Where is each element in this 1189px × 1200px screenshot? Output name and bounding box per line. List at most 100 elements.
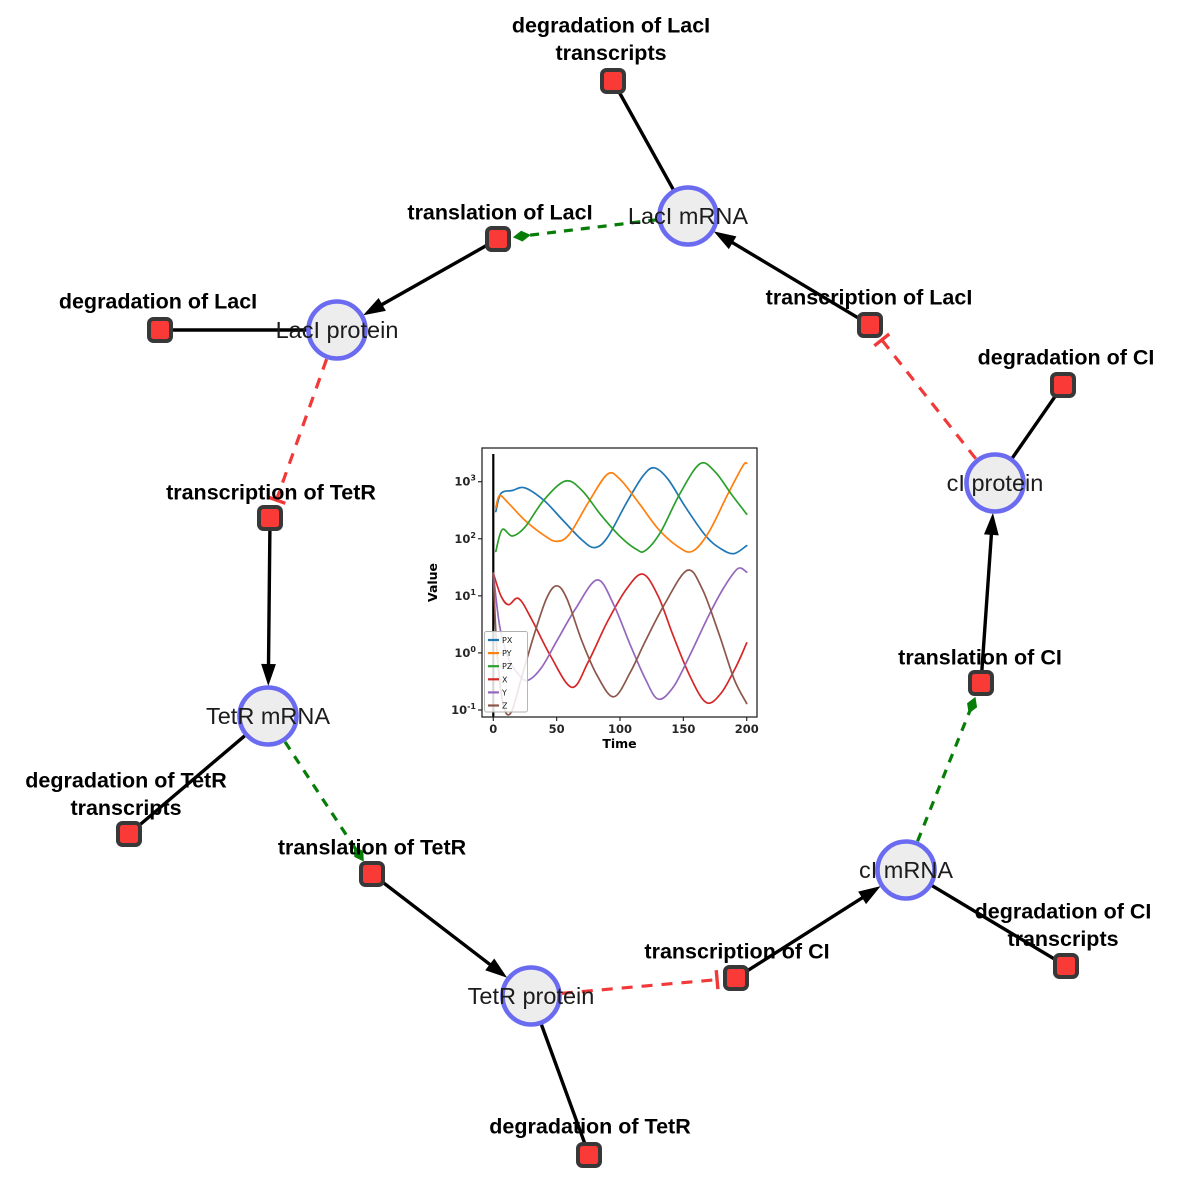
- inhibition-tbar-icon: [873, 332, 891, 348]
- edge-tetr_protein-tx_ci-line: [561, 978, 718, 995]
- series-curve-Z: [492, 569, 748, 716]
- reaction-node-deg_laci_tx[interactable]: [600, 68, 626, 94]
- reaction-node-deg_laci[interactable]: [147, 317, 173, 343]
- nodes-layer: [116, 68, 1079, 1168]
- edge-tx_ci-ci_mrna-line: [744, 891, 871, 974]
- reaction-label-tx_ci-line1: transcription of CI: [644, 940, 829, 964]
- species-label-laci_mrna: LacI mRNA: [628, 203, 748, 229]
- species-label-ci_mrna: cI mRNA: [859, 857, 953, 883]
- y-tick-label: 100: [454, 645, 476, 660]
- arrowhead-icon: [983, 512, 999, 536]
- diamond-arrowhead-icon: [353, 846, 364, 862]
- reaction-node-deg_tetr[interactable]: [576, 1142, 602, 1168]
- series-curve-X: [492, 572, 748, 705]
- series-curve-PY: [494, 461, 748, 553]
- legend-label-PZ: PZ: [502, 662, 513, 671]
- edge-laci_mrna-deg_laci_tx: [616, 89, 676, 192]
- species-node-laci_protein[interactable]: [306, 299, 368, 361]
- species-node-ci_protein[interactable]: [964, 452, 1026, 514]
- edge-tetr_mrna-transl_tetr: [283, 741, 364, 862]
- legend-label-Z: Z: [502, 702, 508, 711]
- reaction-label-deg_ci_tx-line1: degradation of CI: [975, 900, 1152, 924]
- reaction-node-deg_tetr_tx[interactable]: [116, 821, 142, 847]
- arrowhead-icon: [261, 663, 276, 687]
- edge-ci_protein-deg_ci-line: [1010, 393, 1059, 461]
- reaction-node-tx_ci[interactable]: [723, 965, 749, 991]
- edge-tetr_mrna-deg_tetr_tx-line: [136, 733, 247, 829]
- edge-laci_mrna-deg_laci_tx-line: [616, 89, 676, 192]
- plot-frame: [481, 447, 758, 718]
- arrowhead-icon: [858, 886, 881, 905]
- edge-tx_tetr-tetr_mrna: [261, 528, 276, 687]
- edge-tetr_protein-deg_tetr-line: [539, 1022, 587, 1146]
- edge-transl_ci-ci_protein-line: [980, 525, 994, 673]
- reaction-node-deg_ci_tx[interactable]: [1053, 953, 1079, 979]
- edge-laci_mrna-transl_laci: [512, 218, 658, 242]
- x-tick-label: 150: [671, 722, 695, 736]
- reaction-node-transl_laci[interactable]: [485, 226, 511, 252]
- reaction-label-deg_laci-line1: degradation of LacI: [59, 290, 257, 314]
- edge-ci_mrna-transl_ci: [916, 696, 978, 842]
- x-tick-label: 100: [608, 722, 632, 736]
- edges-layer: [136, 89, 1059, 1146]
- species-node-laci_mrna[interactable]: [657, 185, 719, 247]
- edge-tetr_mrna-transl_tetr-line: [283, 741, 357, 850]
- legend-label-PY: PY: [502, 649, 512, 658]
- reaction-label-deg_ci_tx-line2: transcripts: [1007, 927, 1118, 951]
- edge-tx_tetr-tetr_mrna-line: [266, 528, 272, 674]
- reaction-label-transl_tetr-line1: translation of TetR: [278, 836, 467, 860]
- legend-label-X: X: [502, 675, 508, 684]
- species-node-ci_mrna[interactable]: [875, 839, 937, 901]
- y-axis-label: Value: [425, 563, 440, 602]
- edge-ci_protein-tx_laci: [873, 332, 978, 460]
- reaction-label-tx_laci-line1: transcription of LacI: [766, 286, 973, 310]
- reaction-node-tx_tetr[interactable]: [257, 505, 283, 531]
- x-tick-label: 50: [549, 722, 565, 736]
- edge-transl_laci-laci_protein: [363, 242, 490, 316]
- edge-tx_laci-laci_mrna-line: [724, 236, 862, 321]
- reaction-label-deg_tetr_tx-line2: transcripts: [70, 796, 181, 820]
- series-curve-PZ: [494, 461, 748, 553]
- edge-transl_tetr-tetr_protein-line: [379, 879, 498, 972]
- edge-laci_mrna-transl_laci-line: [527, 218, 658, 237]
- species-label-laci_protein: LacI protein: [276, 317, 399, 343]
- edge-laci_protein-tx_tetr-line: [274, 358, 329, 501]
- y-tick-label: 101: [454, 588, 476, 603]
- inhibition-tbar-icon: [266, 495, 286, 505]
- y-tick-label: 103: [454, 474, 476, 489]
- diamond-arrowhead-icon: [512, 230, 531, 242]
- inhibition-tbar-icon: [714, 970, 720, 990]
- edge-transl_laci-laci_protein-line: [373, 242, 490, 311]
- reaction-label-deg_ci-line1: degradation of CI: [978, 346, 1155, 370]
- edge-tx_laci-laci_mrna: [713, 231, 862, 321]
- x-tick-label: 200: [735, 722, 759, 736]
- arrowhead-icon: [713, 231, 737, 250]
- edge-tetr_mrna-deg_tetr_tx: [136, 733, 247, 829]
- reaction-label-transl_ci-line1: translation of CI: [898, 646, 1062, 670]
- edge-ci_protein-tx_laci-line: [880, 338, 978, 460]
- edge-tetr_protein-tx_ci: [561, 970, 720, 995]
- edge-ci_mrna-transl_ci-line: [916, 710, 972, 842]
- reaction-node-deg_ci[interactable]: [1050, 372, 1076, 398]
- series-curve-PX: [494, 466, 748, 555]
- diamond-arrowhead-icon: [967, 696, 978, 714]
- labels-layer: LacI mRNA LacI protein TetR mRNA TetR prote…: [25, 14, 1154, 1139]
- species-label-ci_protein: cI protein: [947, 470, 1044, 496]
- edge-laci_protein-tx_tetr: [266, 358, 329, 505]
- reaction-node-tx_laci[interactable]: [857, 312, 883, 338]
- y-tick-label: 102: [454, 531, 476, 546]
- inset-chart: 0 50 100 150 20010-1100101102103TimeValuePXP…: [425, 447, 759, 751]
- species-node-tetr_mrna[interactable]: [237, 685, 299, 747]
- reaction-label-deg_tetr-line1: degradation of TetR: [489, 1115, 691, 1139]
- chart-curves: [492, 454, 748, 717]
- arrowhead-icon: [363, 297, 386, 316]
- x-tick-label: 0: [489, 722, 497, 736]
- reaction-node-transl_ci[interactable]: [968, 670, 994, 696]
- species-node-tetr_protein[interactable]: [500, 965, 562, 1027]
- reaction-node-transl_tetr[interactable]: [359, 861, 385, 887]
- edge-tx_ci-ci_mrna: [744, 886, 881, 974]
- edge-transl_tetr-tetr_protein: [379, 879, 508, 978]
- edge-ci_protein-deg_ci: [1010, 393, 1059, 461]
